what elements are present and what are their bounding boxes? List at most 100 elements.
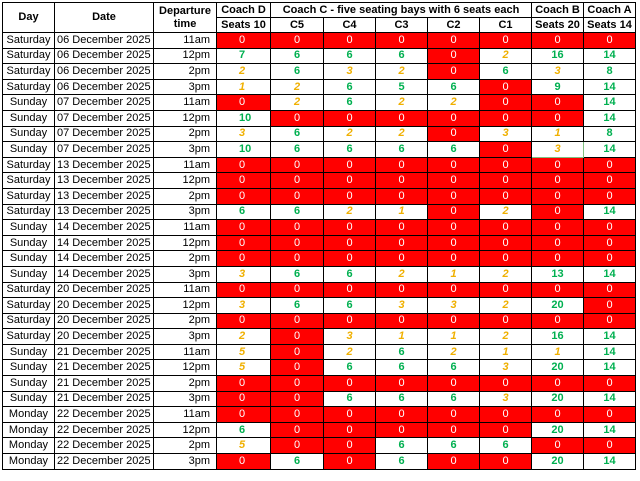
header-coach-a-seats: Seats 14 [583,17,636,33]
cell-seats-c5: 0 [270,172,324,189]
cell-seats-coach-a: 0 [583,172,636,189]
cell-day: Sunday [2,234,55,252]
header-coach-b-seats: Seats 20 [531,17,584,33]
cell-seats-coach-a: 14 [583,47,636,65]
cell-departure-time: 11am [153,219,217,236]
cell-seats-c3: 6 [375,453,428,470]
cell-departure-time: 12pm [153,172,217,189]
cell-day: Sunday [2,343,55,361]
cell-seats-c4: 0 [323,32,376,49]
cell-seats-coach-b: 20 [531,421,584,439]
cell-seats-coach-a: 0 [583,281,636,299]
cell-seats-c5: 0 [270,250,324,267]
cell-day: Sunday [2,359,55,377]
cell-seats-coach-d: 3 [216,125,271,143]
table-row: Saturday 06 December 2025 3pm 1 2 6 5 6 0 9 14 [2,78,636,96]
cell-date: 21 December 2025 [54,359,154,377]
cell-date: 22 December 2025 [54,421,154,439]
table-body: Saturday 06 December 2025 11am 0 0 0 0 0 0 0 0 Satu… [2,32,636,470]
cell-seats-coach-a: 0 [583,187,636,205]
cell-seats-c5: 6 [270,141,324,158]
cell-seats-c3: 0 [375,219,428,236]
cell-date: 13 December 2025 [54,172,154,189]
table-row: Saturday 20 December 2025 12pm 3 6 6 3 3 2 20 0 [2,297,636,314]
cell-seats-coach-b: 0 [531,312,584,330]
cell-seats-coach-d: 0 [216,94,271,111]
cell-date: 21 December 2025 [54,390,154,408]
header-day: Day [2,2,55,33]
cell-day: Sunday [2,250,55,267]
cell-seats-coach-a: 14 [583,141,636,158]
cell-seats-c2: 0 [427,156,480,174]
cell-seats-c5: 6 [270,47,324,65]
cell-date: 22 December 2025 [54,437,154,455]
cell-seats-coach-d: 2 [216,328,271,345]
cell-seats-coach-b: 0 [531,406,584,423]
cell-day: Saturday [2,32,55,49]
cell-seats-coach-d: 7 [216,47,271,65]
cell-departure-time: 12pm [153,359,217,377]
cell-seats-coach-a: 0 [583,234,636,252]
cell-seats-c3: 6 [375,437,428,455]
cell-seats-c1: 3 [479,390,532,408]
cell-seats-c5: 0 [270,219,324,236]
cell-seats-coach-d: 5 [216,359,271,377]
table-row: Sunday 07 December 2025 2pm 3 6 2 2 0 3 1 8 [2,125,636,143]
cell-seats-c2: 6 [427,437,480,455]
cell-seats-c2: 0 [427,172,480,189]
header-bay-c5: C5 [270,17,324,33]
cell-seats-coach-d: 0 [216,172,271,189]
cell-seats-coach-b: 0 [531,156,584,174]
cell-seats-c2: 0 [427,125,480,143]
cell-seats-c4: 6 [323,359,376,377]
cell-seats-c2: 0 [427,375,480,392]
cell-seats-c4: 0 [323,375,376,392]
cell-date: 14 December 2025 [54,219,154,236]
cell-seats-c1: 2 [479,203,532,221]
cell-seats-c1: 2 [479,328,532,345]
cell-seats-coach-d: 0 [216,375,271,392]
cell-seats-coach-d: 0 [216,453,271,470]
cell-departure-time: 12pm [153,421,217,439]
cell-date: 06 December 2025 [54,32,154,49]
cell-seats-c4: 0 [323,109,376,127]
cell-seats-c3: 0 [375,406,428,423]
cell-seats-c3: 0 [375,250,428,267]
cell-seats-coach-b: 0 [531,94,584,111]
cell-departure-time: 12pm [153,297,217,314]
cell-seats-c5: 0 [270,187,324,205]
table-row: Sunday 07 December 2025 11am 0 2 6 2 2 0 0 14 [2,94,636,111]
cell-seats-c2: 0 [427,312,480,330]
cell-date: 20 December 2025 [54,328,154,345]
cell-seats-coach-a: 0 [583,32,636,49]
cell-day: Monday [2,421,55,439]
cell-seats-coach-d: 0 [216,312,271,330]
cell-seats-coach-d: 0 [216,390,271,408]
cell-seats-coach-b: 0 [531,203,584,221]
cell-seats-c4: 0 [323,453,376,470]
cell-seats-coach-b: 0 [531,234,584,252]
cell-departure-time: 3pm [153,265,217,283]
cell-seats-c1: 2 [479,265,532,283]
cell-date: 20 December 2025 [54,297,154,314]
cell-seats-coach-b: 0 [531,250,584,267]
cell-seats-coach-a: 0 [583,156,636,174]
table-row: Saturday 13 December 2025 3pm 6 6 2 1 0 2 0 14 [2,203,636,221]
cell-departure-time: 3pm [153,203,217,221]
cell-seats-c2: 0 [427,453,480,470]
header-bay-c3: C3 [375,17,428,33]
table-row: Saturday 20 December 2025 2pm 0 0 0 0 0 0 0 0 [2,312,636,330]
cell-seats-coach-a: 14 [583,343,636,361]
cell-departure-time: 11am [153,32,217,49]
header-departure-line1: Departure [159,4,211,17]
cell-seats-coach-a: 0 [583,437,636,455]
cell-seats-c2: 0 [427,47,480,65]
header-bay-c1: C1 [479,17,532,33]
cell-seats-c4: 6 [323,265,376,283]
cell-day: Saturday [2,78,55,96]
cell-date: 20 December 2025 [54,281,154,299]
cell-seats-c5: 6 [270,125,324,143]
cell-date: 07 December 2025 [54,94,154,111]
cell-day: Sunday [2,125,55,143]
table-row: Monday 22 December 2025 3pm 0 6 0 6 0 0 20 14 [2,453,636,470]
